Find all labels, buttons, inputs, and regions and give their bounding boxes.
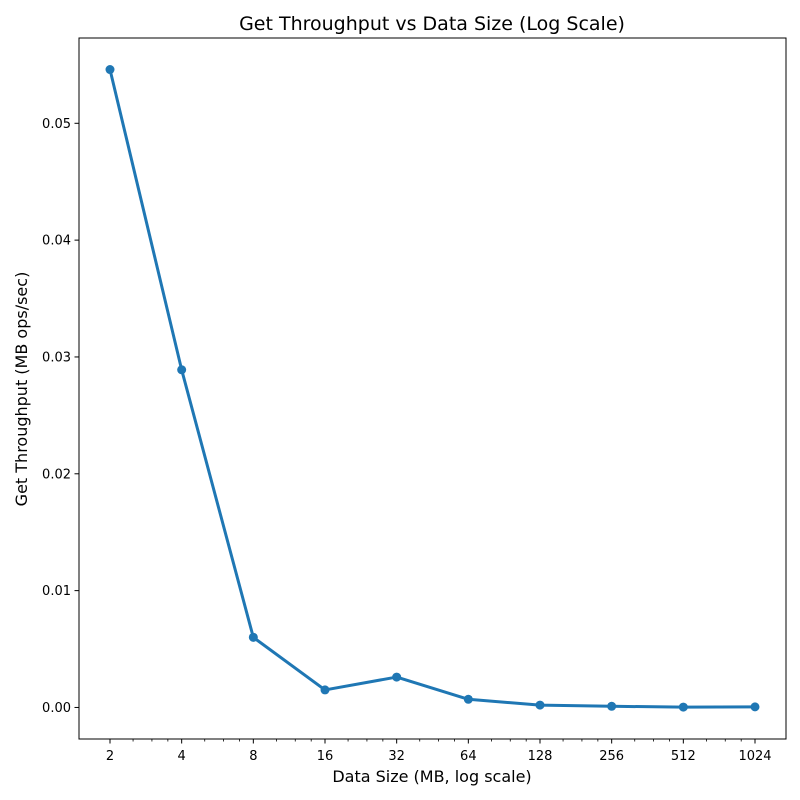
x-tick-label: 512 <box>671 749 696 764</box>
data-point <box>750 702 760 712</box>
x-tick-label: 256 <box>599 749 624 764</box>
data-point <box>463 694 473 704</box>
data-point <box>392 672 402 682</box>
chart-title: Get Throughput vs Data Size (Log Scale) <box>239 13 625 35</box>
x-tick-label: 16 <box>317 749 334 764</box>
x-tick-label: 4 <box>178 749 186 764</box>
y-tick-label: 0.05 <box>42 117 71 132</box>
y-ticks: 0.00 0.01 0.02 0.03 0.04 0.05 <box>42 117 79 716</box>
x-tick-label: 64 <box>460 749 477 764</box>
x-tick-label: 32 <box>388 749 405 764</box>
series-group <box>105 65 760 712</box>
data-point <box>177 365 187 375</box>
x-minor-ticks <box>132 739 742 742</box>
data-point <box>607 701 617 711</box>
data-point <box>535 700 545 710</box>
x-tick-label: 1024 <box>738 749 771 764</box>
data-point <box>248 632 258 642</box>
x-ticks: 2 4 8 16 32 64 128 256 512 1024 <box>106 739 772 764</box>
y-tick-label: 0.00 <box>42 701 71 716</box>
x-tick-label: 128 <box>528 749 553 764</box>
series-line <box>108 68 757 709</box>
x-axis-label: Data Size (MB, log scale) <box>332 767 531 786</box>
data-point <box>320 685 330 695</box>
y-axis-label: Get Throughput (MB ops/sec) <box>12 272 31 507</box>
plot-frame <box>78 37 787 740</box>
y-tick-label: 0.01 <box>42 584 71 599</box>
data-point <box>678 702 688 712</box>
x-tick-label: 8 <box>249 749 257 764</box>
y-tick-label: 0.04 <box>42 234 71 249</box>
x-tick-label: 2 <box>106 749 114 764</box>
y-tick-label: 0.03 <box>42 350 71 365</box>
data-point <box>105 65 115 75</box>
y-tick-label: 0.02 <box>42 467 71 482</box>
